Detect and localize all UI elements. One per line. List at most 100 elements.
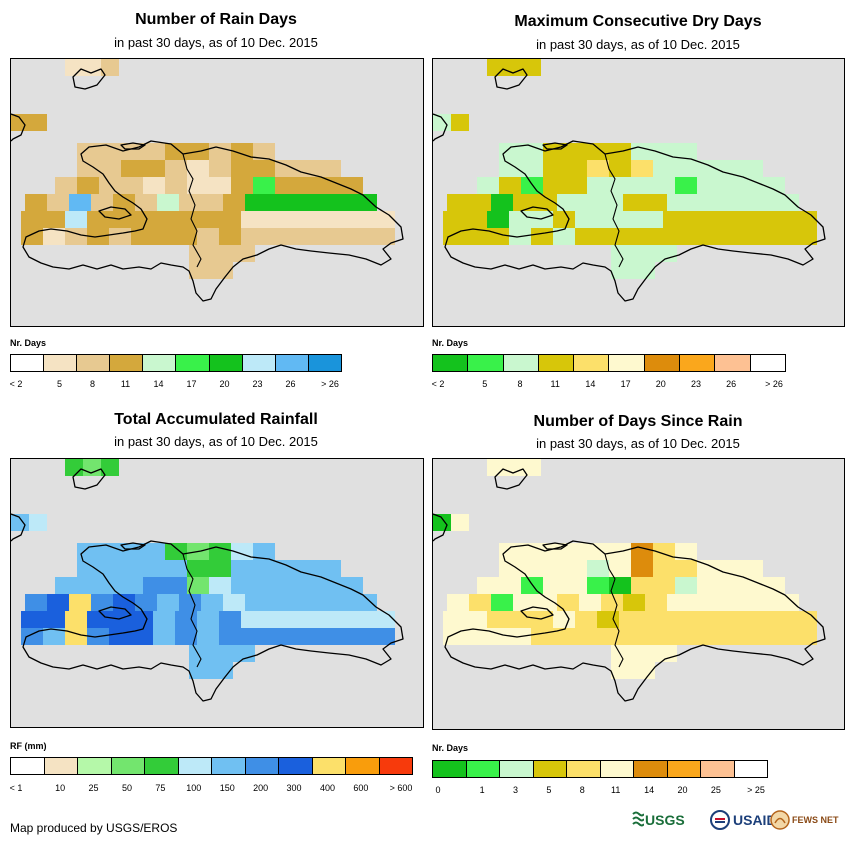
legend-title: RF (mm)	[10, 741, 47, 751]
legend-swatch	[178, 758, 212, 774]
raster-cell	[285, 211, 307, 228]
raster-cell	[707, 628, 729, 645]
raster-cell	[297, 177, 319, 194]
raster-cell	[565, 543, 587, 560]
coastline	[98, 606, 132, 620]
coastline	[120, 142, 146, 150]
raster-cell	[719, 177, 741, 194]
raster-cell	[307, 211, 329, 228]
raster-cell	[373, 228, 395, 245]
raster-cell	[733, 194, 755, 211]
raster-cell	[231, 560, 253, 577]
usaid-seal-icon	[710, 810, 730, 830]
raster-cell	[697, 177, 719, 194]
raster-cell	[751, 628, 773, 645]
raster-cell	[153, 611, 175, 628]
raster-cell	[143, 177, 165, 194]
coastline	[11, 513, 26, 542]
raster-cell	[443, 611, 465, 628]
raster-cell	[675, 577, 697, 594]
raster-cell	[99, 543, 121, 560]
raster-cell	[565, 177, 587, 194]
coastline	[433, 513, 448, 542]
raster-cell	[499, 143, 521, 160]
raster-cell	[465, 228, 487, 245]
legend-label: 100	[186, 783, 202, 793]
fewsnet-emblem-icon	[770, 810, 790, 830]
raster-cell	[641, 228, 663, 245]
raster-cell	[289, 594, 311, 611]
raster-cell	[685, 228, 707, 245]
legend-swatch	[644, 355, 681, 371]
legend-label: 11	[120, 379, 131, 389]
raster-cell	[521, 177, 543, 194]
raster-cell	[267, 594, 289, 611]
raster-cell	[655, 645, 677, 662]
raster-cell	[521, 543, 543, 560]
raster-cell	[21, 211, 43, 228]
raster-cell	[477, 177, 499, 194]
raster-cell	[121, 177, 143, 194]
raster-cell	[131, 628, 153, 645]
coastline	[444, 140, 826, 302]
legend-swatch	[734, 761, 767, 777]
raster-cell	[751, 211, 773, 228]
raster-cell	[491, 594, 513, 611]
legend-label: 5	[482, 379, 488, 389]
legend-swatch	[680, 355, 716, 371]
raster-cell	[707, 211, 729, 228]
raster-cell	[131, 211, 153, 228]
legend-label: 14	[153, 379, 164, 389]
raster-cell	[341, 577, 363, 594]
raster-cell	[685, 611, 707, 628]
raster-cell	[47, 594, 69, 611]
raster-cell	[623, 194, 645, 211]
raster-cell	[21, 611, 43, 628]
raster-cell	[319, 577, 341, 594]
raster-cell	[499, 543, 521, 560]
raster-cell	[285, 628, 307, 645]
raster-cell	[575, 211, 597, 228]
raster-cell	[311, 194, 333, 211]
raster-cell	[707, 611, 729, 628]
raster-cell	[689, 194, 711, 211]
raster-cell	[645, 194, 667, 211]
raster-cell	[763, 577, 785, 594]
raster-cell	[675, 560, 697, 577]
raster-cell	[267, 194, 289, 211]
raster-cell	[521, 143, 543, 160]
panel-title: Number of Rain Days	[135, 11, 297, 28]
raster-cell	[597, 228, 619, 245]
raster-cell	[675, 160, 697, 177]
raster-cell	[587, 160, 609, 177]
coastline	[494, 468, 528, 490]
raster-cell	[763, 177, 785, 194]
legend-label: 23	[690, 379, 702, 389]
legend-label: 600	[353, 783, 369, 793]
legend-label: 0	[435, 785, 441, 795]
raster-cell	[253, 177, 275, 194]
raster-cell	[143, 560, 165, 577]
raster-cell	[565, 143, 587, 160]
raster-cell	[667, 594, 689, 611]
raster-cell	[653, 577, 675, 594]
legend-swatch	[468, 355, 504, 371]
raster-cell	[499, 160, 521, 177]
raster-cell	[601, 594, 623, 611]
legend-label: 11	[550, 379, 560, 389]
legend-swatch	[145, 758, 179, 774]
raster-cell	[99, 560, 121, 577]
raster-cell	[641, 211, 663, 228]
legend-label: < 1	[9, 783, 23, 793]
raster-cell	[689, 594, 711, 611]
legend-label: 11	[611, 785, 621, 795]
raster-cell	[663, 211, 685, 228]
raster-cell	[491, 194, 513, 211]
raster-cell	[253, 560, 275, 577]
raster-cell	[99, 577, 121, 594]
raster-cell	[219, 611, 241, 628]
raster-cell	[43, 211, 65, 228]
raster-cell	[575, 628, 597, 645]
raster-cell	[587, 143, 609, 160]
raster-cell	[189, 645, 211, 662]
